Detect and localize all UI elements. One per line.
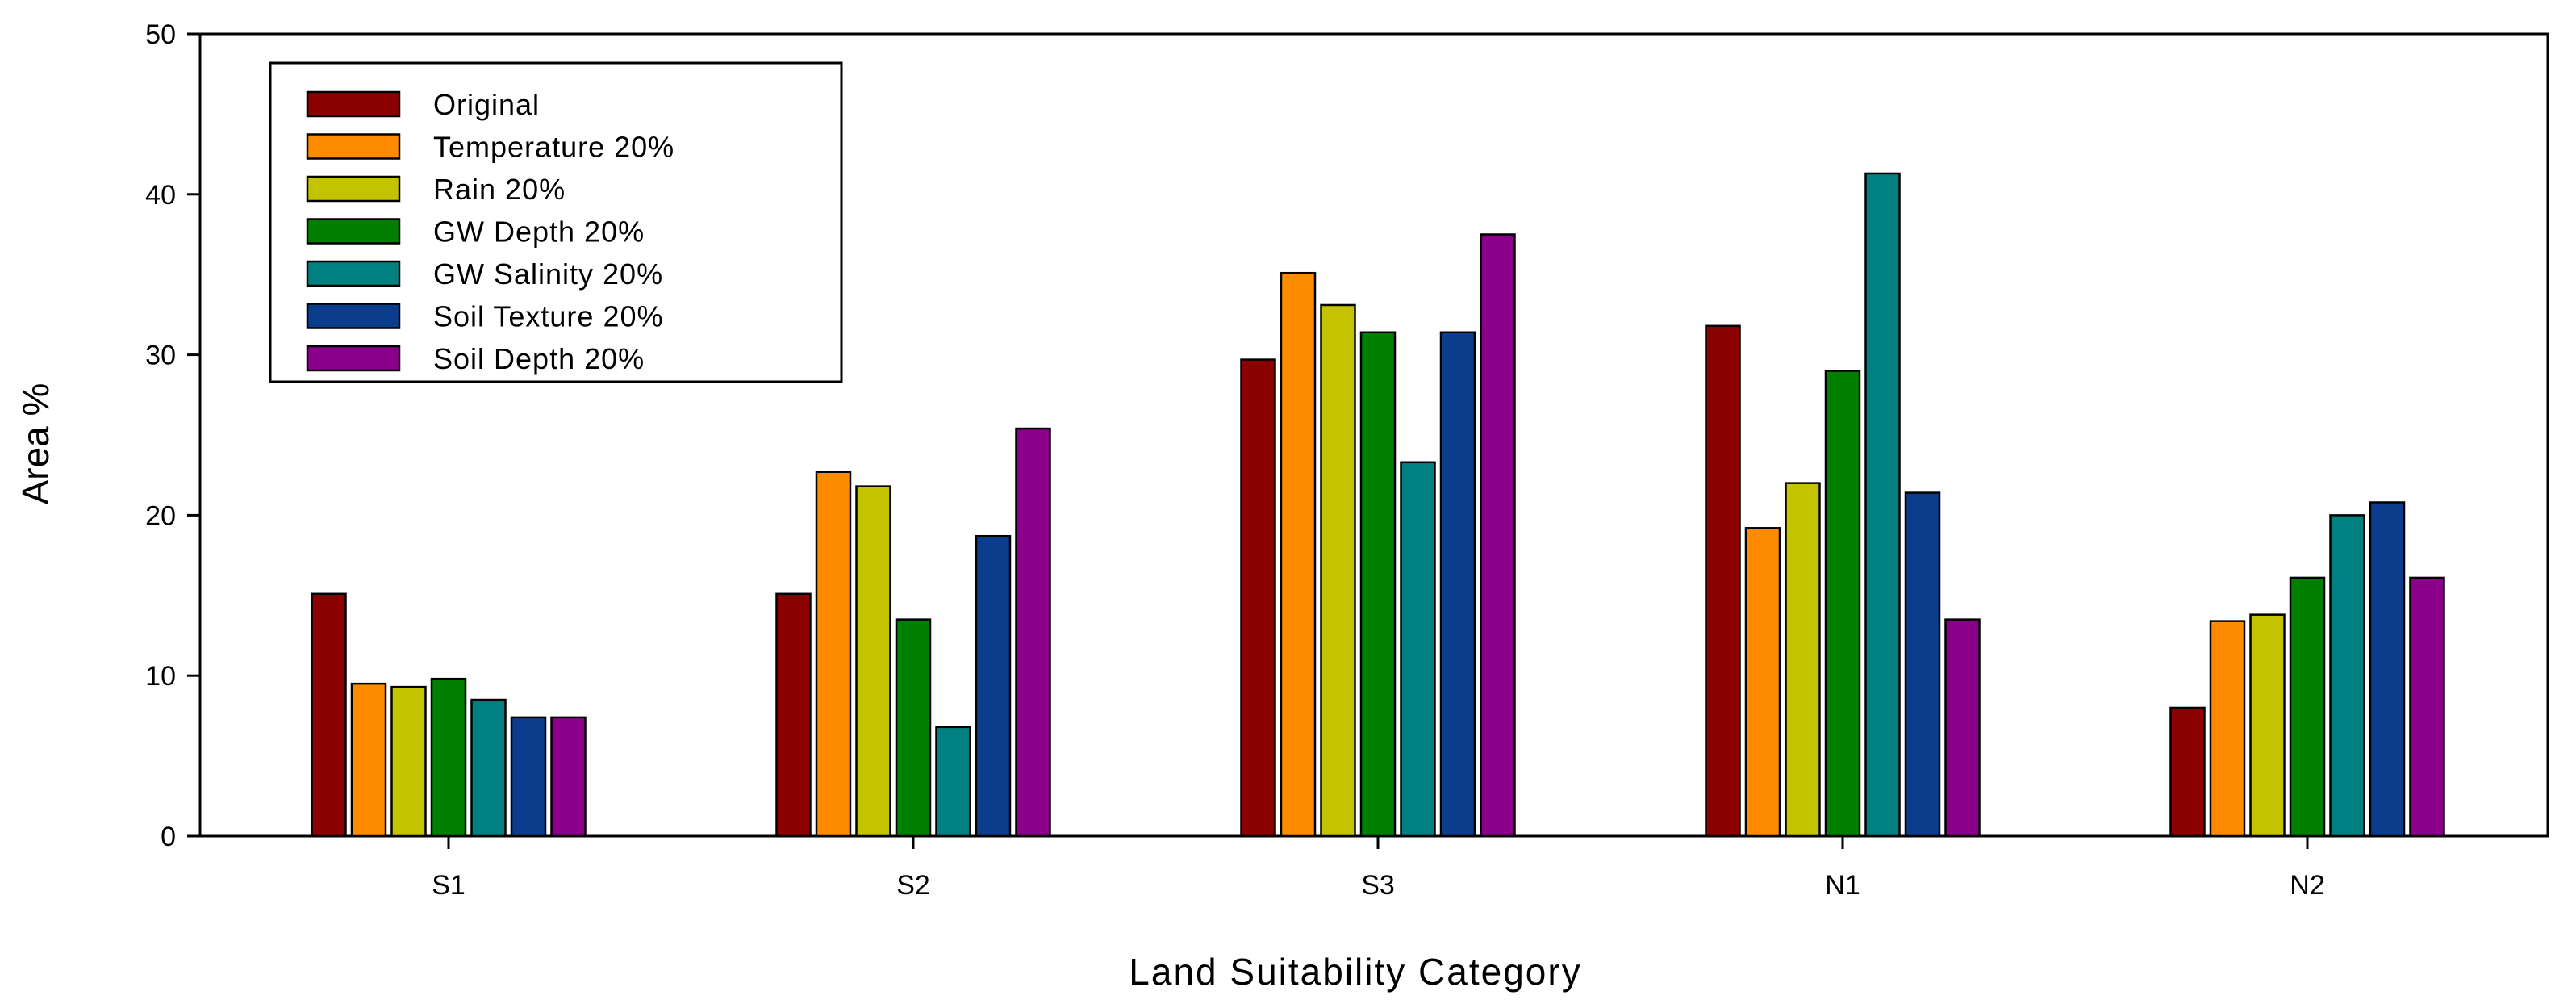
- x-tick-label-s3: S3: [1361, 870, 1395, 901]
- legend-label-4: GW Depth 20%: [433, 215, 645, 249]
- legend-label-2: Temperature 20%: [433, 131, 674, 164]
- bar-s1-series-7: [550, 716, 587, 838]
- bar-n2-series-1: [2169, 706, 2206, 838]
- bar-s3-series-5: [1400, 461, 1436, 838]
- bar-s3-series-4: [1359, 331, 1397, 838]
- bar-s1-series-3: [390, 685, 427, 838]
- bar-s1-series-2: [350, 682, 387, 838]
- y-axis-title: Area %: [15, 383, 56, 505]
- bar-s2-series-5: [935, 726, 971, 838]
- bar-n2-series-7: [2409, 576, 2445, 838]
- legend-swatch-1: [306, 90, 401, 118]
- bar-s3-series-1: [1240, 358, 1276, 838]
- bar-n2-series-3: [2249, 613, 2286, 838]
- legend-label-6: Soil Texture 20%: [433, 300, 664, 333]
- bar-n2-series-5: [2329, 514, 2365, 838]
- bar-n2-series-6: [2369, 501, 2406, 838]
- bar-s1-series-6: [510, 716, 547, 838]
- x-tick-label-n1: N1: [1825, 870, 1860, 901]
- bar-n2-series-4: [2289, 576, 2326, 838]
- y-tick-label: 40: [145, 180, 176, 211]
- x-tick-label-s1: S1: [432, 870, 466, 901]
- bar-s3-series-3: [1320, 303, 1356, 838]
- bar-n2-series-2: [2209, 620, 2246, 838]
- bar-s1-series-5: [470, 698, 507, 838]
- y-tick-label: 30: [145, 341, 176, 371]
- bar-n1-series-5: [1864, 172, 1901, 838]
- bar-n1-series-3: [1785, 482, 1821, 838]
- bar-n1-series-6: [1904, 491, 1941, 838]
- legend-swatch-6: [306, 303, 401, 329]
- legend-label-5: GW Salinity 20%: [433, 257, 663, 291]
- bar-s2-series-6: [975, 534, 1012, 838]
- x-tick-label-s2: S2: [896, 870, 930, 901]
- legend-label-3: Rain 20%: [433, 173, 566, 206]
- legend-swatch-7: [306, 345, 401, 372]
- legend-label-1: Original: [433, 88, 540, 121]
- y-tick-label: 10: [145, 661, 176, 692]
- bar-n1-series-4: [1824, 370, 1861, 838]
- legend-swatch-5: [306, 260, 401, 287]
- bar-n1-series-2: [1744, 527, 1781, 838]
- bar-n1-series-1: [1705, 324, 1741, 838]
- x-axis-title: Land Suitability Category: [1129, 951, 1581, 993]
- bar-s2-series-2: [815, 471, 852, 838]
- bar-s3-series-2: [1280, 271, 1317, 838]
- legend-swatch-2: [306, 133, 401, 160]
- y-tick-label: 0: [161, 822, 176, 852]
- bar-s2-series-3: [855, 485, 891, 838]
- y-tick-label: 20: [145, 500, 176, 531]
- y-tick-label: 50: [145, 19, 176, 50]
- x-tick-label-n2: N2: [2290, 870, 2324, 901]
- bar-s3-series-6: [1439, 331, 1476, 838]
- legend-swatch-3: [306, 175, 401, 203]
- bar-s1-series-4: [430, 677, 467, 838]
- legend-label-7: Soil Depth 20%: [433, 342, 645, 375]
- bar-n1-series-7: [1944, 618, 1981, 838]
- bar-s2-series-1: [775, 592, 812, 838]
- bar-s2-series-4: [895, 618, 932, 838]
- bar-s1-series-1: [311, 592, 347, 838]
- legend-swatch-4: [306, 218, 401, 245]
- bar-s2-series-7: [1015, 427, 1051, 838]
- bar-s3-series-7: [1480, 233, 1516, 838]
